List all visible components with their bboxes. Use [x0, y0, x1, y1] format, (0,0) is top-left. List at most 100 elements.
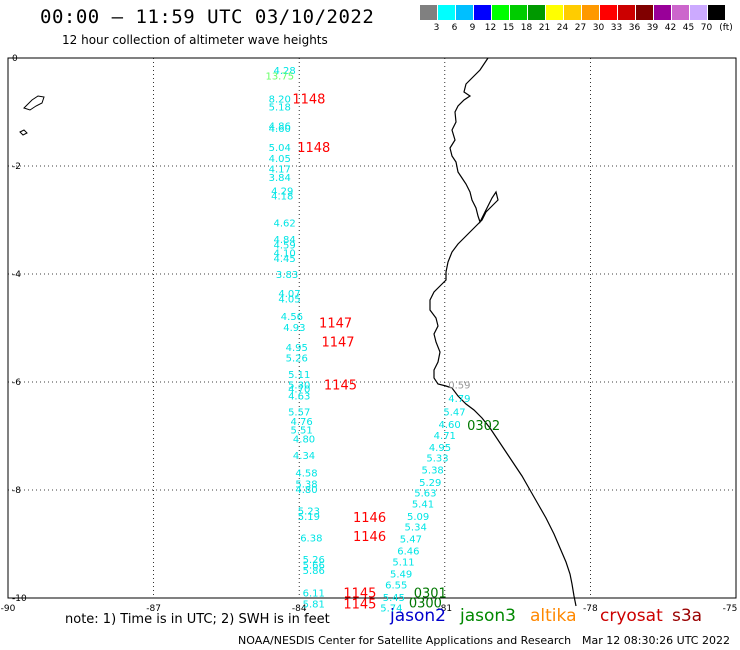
- wave-height-value: 5.74: [380, 604, 402, 615]
- pass-time-label: 1145: [324, 379, 357, 394]
- colorbar-tick-label: 6: [451, 23, 458, 33]
- colorbar-tick-label: 39: [646, 23, 659, 33]
- wave-height-value: 4.63: [288, 392, 310, 403]
- wave-height-value: 5.57: [288, 408, 310, 419]
- colorbar-swatch: [618, 5, 635, 20]
- wave-height-value: 5.11: [392, 557, 414, 568]
- wave-height-value: 4.05: [269, 154, 291, 165]
- y-tick-label: -8: [12, 486, 21, 496]
- colorbar-swatch: [438, 5, 455, 20]
- wave-height-value: 4.45: [274, 254, 296, 265]
- colorbar-swatch: [492, 5, 509, 20]
- colorbar-tick-label: 33: [610, 23, 623, 33]
- x-tick-label: -78: [583, 604, 598, 614]
- wave-height-value: 4.80: [295, 485, 317, 496]
- wave-height-value: 5.33: [426, 454, 448, 465]
- colorbar-tick-label: 9: [469, 23, 476, 33]
- wave-height-value: 4.95: [286, 343, 308, 354]
- wave-height-value: 4.28: [274, 66, 296, 77]
- y-tick-label: -4: [12, 270, 21, 280]
- satellite-label-jason2: jason2: [390, 606, 446, 626]
- wave-height-value: 5.49: [390, 570, 412, 581]
- wave-height-value: 4.79: [448, 394, 470, 405]
- track-points: 4.288.205.184.864.605.044.054.173.844.29…: [265, 66, 470, 615]
- pass-time-label: 1145: [343, 597, 376, 612]
- y-tick-label: -6: [12, 378, 21, 388]
- colorbar-swatch: [528, 5, 545, 20]
- map-subtitle: 12 hour collection of altimeter wave hei…: [62, 33, 328, 47]
- map-title: 00:00 – 11:59 UTC 03/10/2022: [40, 6, 375, 28]
- wave-height-value: 4.07: [278, 289, 300, 300]
- x-tick-label: -81: [437, 604, 452, 614]
- satellite-label-cryosat: cryosat: [600, 606, 663, 626]
- colorbar-swatch: [420, 5, 437, 20]
- colorbar-swatch: [690, 5, 707, 20]
- y-tick-label: 0: [12, 54, 18, 64]
- colorbar-tick-label: 70: [700, 23, 713, 33]
- wave-height-value: 4.05: [278, 294, 300, 305]
- wave-height-value: 4.86: [269, 122, 291, 133]
- wave-height-value: 4.29: [271, 186, 293, 197]
- wave-height-value: 5.47: [443, 408, 465, 419]
- colorbar-tick-label: 15: [502, 23, 515, 33]
- colorbar-swatch: [636, 5, 653, 20]
- wave-height-value: 5.11: [288, 370, 310, 381]
- colorbar-swatch: [654, 5, 671, 20]
- y-tick-label: -10: [12, 594, 27, 604]
- wave-height-value: 5.41: [412, 500, 434, 511]
- wave-height-value: 8.20: [269, 95, 291, 106]
- pass-time-label: 1145: [343, 587, 376, 602]
- pass-time-label: 0300: [409, 596, 442, 611]
- colorbar-tick-label: 30: [592, 23, 605, 33]
- wave-height-value: 4.84: [274, 235, 296, 246]
- wave-height-value: 4.34: [293, 451, 315, 462]
- wave-height-value: 5.66: [303, 561, 325, 572]
- colorbar-swatch: [582, 5, 599, 20]
- y-tick-label: -2: [12, 162, 21, 172]
- wave-height-value: 4.58: [295, 469, 317, 480]
- wave-height-value: 13.75: [265, 71, 294, 82]
- colorbar-tick-label: 21: [538, 23, 551, 33]
- wave-height-value: 5.45: [383, 593, 405, 604]
- wave-height-value: 5.34: [405, 523, 427, 534]
- wave-height-value: 4.56: [281, 312, 303, 323]
- wave-height-value: 5.26: [303, 555, 325, 566]
- wave-height-value: 4.18: [271, 192, 293, 203]
- colorbar-swatch: [456, 5, 473, 20]
- wave-height-value: 0.59: [448, 381, 470, 392]
- colorbar-tick-label: 42: [664, 23, 677, 33]
- note-text: note: 1) Time is in UTC; 2) SWH is in fe…: [65, 612, 330, 627]
- wave-height-value: 5.09: [407, 512, 429, 523]
- wave-height-value: 4.71: [434, 431, 456, 442]
- pass-time-label: 1147: [319, 317, 352, 332]
- wave-height-value: 5.63: [414, 489, 436, 500]
- wave-height-value: 6.38: [300, 534, 322, 545]
- wave-height-value: 5.51: [290, 426, 312, 437]
- wave-height-value: 5.30: [288, 381, 310, 392]
- colorbar-swatch: [474, 5, 491, 20]
- x-tick-label: -75: [723, 604, 738, 614]
- coastline: [429, 57, 577, 607]
- wave-height-value: 4.62: [274, 219, 296, 230]
- satellite-label-jason3: jason3: [460, 606, 516, 626]
- wave-height-value: 5.18: [269, 103, 291, 114]
- pass-time-label: 1148: [297, 141, 330, 156]
- pass-time-label: 1148: [292, 93, 325, 108]
- wave-height-value: 6.11: [303, 589, 325, 600]
- satellite-label-altika: altika: [530, 606, 577, 626]
- wave-height-value: 4.59: [274, 240, 296, 251]
- wave-height-value: 4.60: [269, 124, 291, 135]
- pass-time-label: 0301: [414, 587, 447, 602]
- wave-height-value: 5.86: [303, 566, 325, 577]
- colorbar-tick-label: 24: [556, 23, 569, 33]
- wave-height-value: 4.80: [293, 435, 315, 446]
- colorbar-tick-label: 36: [628, 23, 641, 33]
- colorbar-swatch: [546, 5, 563, 20]
- colorbar-swatch: [564, 5, 581, 20]
- colorbar-unit-label: (ft): [719, 23, 733, 33]
- colorbar-tick-label: 45: [682, 23, 695, 33]
- wave-height-value: 5.26: [286, 354, 308, 365]
- wave-height-value: 6.55: [385, 581, 407, 592]
- wave-height-value: 4.95: [429, 443, 451, 454]
